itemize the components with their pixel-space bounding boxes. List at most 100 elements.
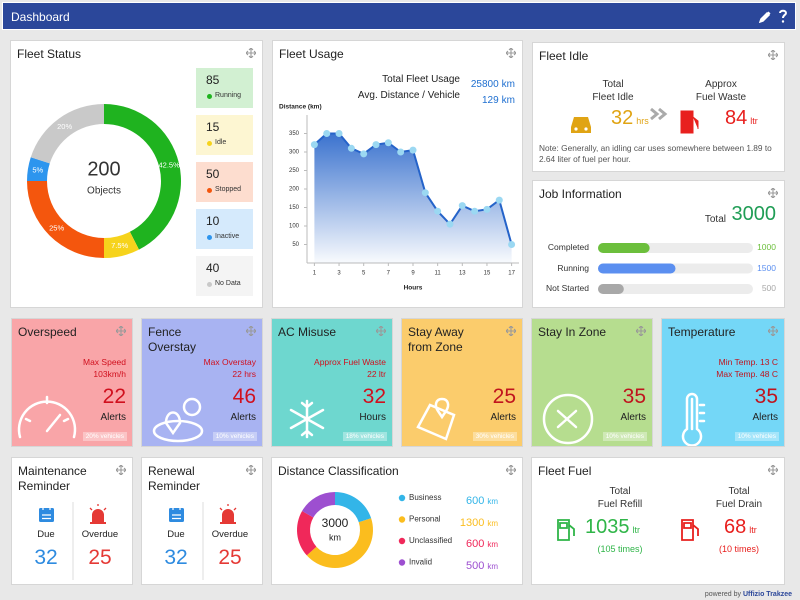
card-title: Fleet Fuel bbox=[538, 464, 592, 478]
alert-icon bbox=[698, 403, 706, 423]
y-tick-label: 250 bbox=[289, 168, 300, 174]
alert-badge: 20% vehicles bbox=[82, 432, 127, 441]
metric: 32 hrs bbox=[611, 107, 649, 130]
drag-icon bbox=[376, 326, 386, 336]
graphic bbox=[17, 395, 77, 439]
drag-icon bbox=[506, 326, 516, 336]
drag-icon bbox=[636, 326, 646, 336]
metric-label: Fuel Waste bbox=[695, 92, 747, 103]
metric-unit: ltr bbox=[750, 116, 758, 126]
footer: powered by Uffizio Trakzee bbox=[705, 591, 792, 598]
drag-handle[interactable] bbox=[246, 48, 256, 58]
bar bbox=[598, 284, 624, 294]
metric-value: 84 bbox=[725, 107, 748, 129]
y-tick-label: 150 bbox=[289, 205, 300, 211]
siren-icon bbox=[89, 504, 107, 511]
drag-icon bbox=[246, 465, 256, 475]
alert-detail: Min Temp. 13 C bbox=[718, 357, 778, 367]
donut-segment bbox=[302, 492, 335, 518]
alert-icon bbox=[542, 393, 594, 445]
card-title: Maintenance Reminder bbox=[18, 464, 87, 493]
center-label: Objects bbox=[87, 186, 121, 197]
donut-segment bbox=[306, 518, 373, 568]
card: Temperature Min Temp. 13 C Max Temp. 48 C 3… bbox=[661, 318, 785, 447]
drag-handle[interactable] bbox=[506, 326, 516, 336]
drag-handle[interactable] bbox=[506, 465, 516, 475]
alert-count: 46 bbox=[232, 385, 256, 408]
point bbox=[360, 150, 368, 158]
x-tick-label: 11 bbox=[435, 271, 442, 277]
drag-handle[interactable] bbox=[506, 48, 516, 58]
graphic bbox=[169, 502, 237, 580]
drag-handle[interactable] bbox=[246, 326, 256, 336]
legend-dot bbox=[207, 235, 212, 240]
row-label: Completed bbox=[547, 242, 589, 252]
point bbox=[458, 202, 466, 210]
row-label: Not Started bbox=[546, 283, 589, 293]
legend-box: 40 No Data bbox=[196, 256, 253, 296]
overdue-value: 25 bbox=[88, 546, 112, 569]
drag-handle[interactable] bbox=[636, 326, 646, 336]
legend-label: No Data bbox=[215, 280, 241, 287]
legend-value: 600 km bbox=[466, 534, 498, 552]
legend-label: Running bbox=[215, 92, 242, 99]
alert-badge: 10% vehicles bbox=[734, 432, 779, 441]
metric-label: Fleet Idle bbox=[592, 92, 634, 103]
graphic bbox=[681, 392, 706, 446]
calendar-icon bbox=[42, 506, 51, 520]
drag-handle[interactable] bbox=[768, 50, 778, 60]
y-tick-label: 300 bbox=[289, 150, 300, 156]
metric-label: Fuel Refill bbox=[597, 499, 643, 510]
help-icon[interactable] bbox=[778, 9, 788, 23]
x-tick-label: 5 bbox=[362, 271, 366, 277]
donut-segment bbox=[27, 157, 50, 181]
x-tick-label: 1 bbox=[313, 271, 317, 277]
calendar-icon bbox=[172, 506, 181, 520]
y-tick-label: 200 bbox=[289, 187, 300, 193]
card-title: Stay In Zone bbox=[538, 325, 607, 339]
x-tick-label: 15 bbox=[484, 271, 491, 277]
alert-icon bbox=[300, 401, 314, 437]
donut-segment bbox=[104, 231, 139, 258]
bar bbox=[598, 243, 650, 253]
alert-count-label: Alerts bbox=[490, 412, 516, 423]
row-value: 1000 bbox=[757, 242, 776, 252]
drag-handle[interactable] bbox=[376, 326, 386, 336]
center-value: 200 bbox=[87, 158, 120, 180]
legend-value-unit: km bbox=[487, 518, 498, 528]
donut-segment bbox=[104, 104, 181, 250]
drag-handle[interactable] bbox=[768, 465, 778, 475]
drag-handle[interactable] bbox=[246, 465, 256, 475]
x-tick-label: 9 bbox=[411, 271, 415, 277]
metric-label: Fuel Drain bbox=[715, 499, 763, 510]
drag-handle[interactable] bbox=[116, 465, 126, 475]
x-tick-label: 7 bbox=[387, 271, 391, 277]
card-title: Job Information bbox=[539, 187, 622, 201]
metric-label: Total bbox=[609, 486, 631, 497]
alert-detail: 103km/h bbox=[93, 369, 126, 379]
drag-handle[interactable] bbox=[768, 188, 778, 198]
times: (105 times) bbox=[597, 544, 643, 554]
point bbox=[372, 141, 380, 149]
alert-detail: Max Temp. 48 C bbox=[716, 369, 778, 379]
edit-icon[interactable] bbox=[759, 11, 771, 23]
legend-dot bbox=[207, 282, 212, 287]
legend-dot bbox=[398, 559, 406, 566]
alert-badge: 18% vehicles bbox=[342, 432, 387, 441]
drag-icon bbox=[116, 326, 126, 336]
alert-count: 32 bbox=[362, 385, 386, 408]
legend-box: 50 Stopped bbox=[196, 162, 253, 202]
alert-count: 22 bbox=[102, 385, 126, 408]
graphic bbox=[598, 243, 753, 294]
legend-dot bbox=[398, 494, 406, 502]
legend-dot bbox=[398, 537, 406, 545]
donut-segment bbox=[297, 511, 317, 556]
stat-value: 25800 km bbox=[471, 74, 515, 92]
metric-unit: hrs bbox=[636, 116, 649, 126]
drag-handle[interactable] bbox=[768, 326, 778, 336]
alert-count: 35 bbox=[622, 385, 646, 408]
drag-handle[interactable] bbox=[116, 326, 126, 336]
legend-value: 500 km bbox=[466, 556, 498, 574]
alert-icon bbox=[45, 413, 62, 433]
